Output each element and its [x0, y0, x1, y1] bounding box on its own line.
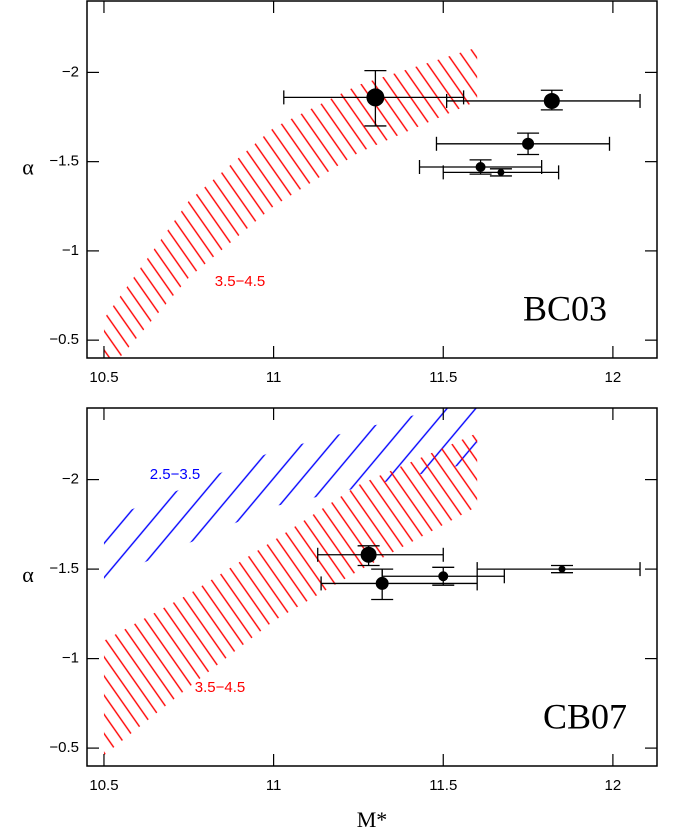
x-tick-label: 10.5	[89, 777, 118, 794]
x-tick-label: 10.5	[89, 369, 118, 386]
x-axis-label: M*	[357, 807, 388, 832]
data-point	[360, 546, 377, 563]
panel-annotation: BC03	[523, 288, 607, 328]
y-tick-label: −0.5	[49, 739, 79, 756]
band-label: 2.5−3.5	[150, 466, 200, 483]
band-label: 3.5−4.5	[195, 679, 245, 696]
data-point	[497, 168, 505, 176]
data-point	[375, 576, 389, 590]
band-label: 3.5−4.5	[215, 273, 265, 290]
y-tick-label: −1.5	[49, 560, 79, 577]
data-point	[522, 137, 535, 150]
y-tick-label: −1.5	[49, 153, 79, 170]
plot-frame	[86, 0, 658, 359]
x-tick-label: 12	[605, 369, 622, 386]
plot-frame	[86, 407, 658, 767]
plot-area	[103, 408, 641, 756]
data-point	[558, 565, 566, 573]
panel-annotation: CB07	[543, 696, 627, 736]
data-point	[543, 92, 560, 109]
x-tick-label: 11.5	[429, 369, 457, 386]
data-point	[366, 88, 385, 107]
x-tick-label: 11.5	[429, 777, 457, 794]
x-tick-label: 11	[266, 777, 282, 794]
y-tick-label: −0.5	[49, 331, 79, 348]
x-tick-label: 11	[266, 369, 282, 386]
hatched-band	[103, 47, 478, 358]
data-point	[475, 162, 486, 173]
y-tick-label: −1	[62, 650, 79, 667]
data-point	[438, 571, 449, 582]
y-tick-label: −2	[62, 63, 79, 80]
hatched-band	[103, 433, 478, 756]
y-axis-label: α	[22, 562, 34, 587]
y-tick-label: −2	[62, 471, 79, 488]
y-axis-label: α	[22, 155, 34, 180]
y-tick-label: −1	[62, 242, 79, 259]
plot-area	[103, 47, 641, 358]
hatched-band	[103, 408, 478, 580]
x-tick-label: 12	[605, 777, 622, 794]
